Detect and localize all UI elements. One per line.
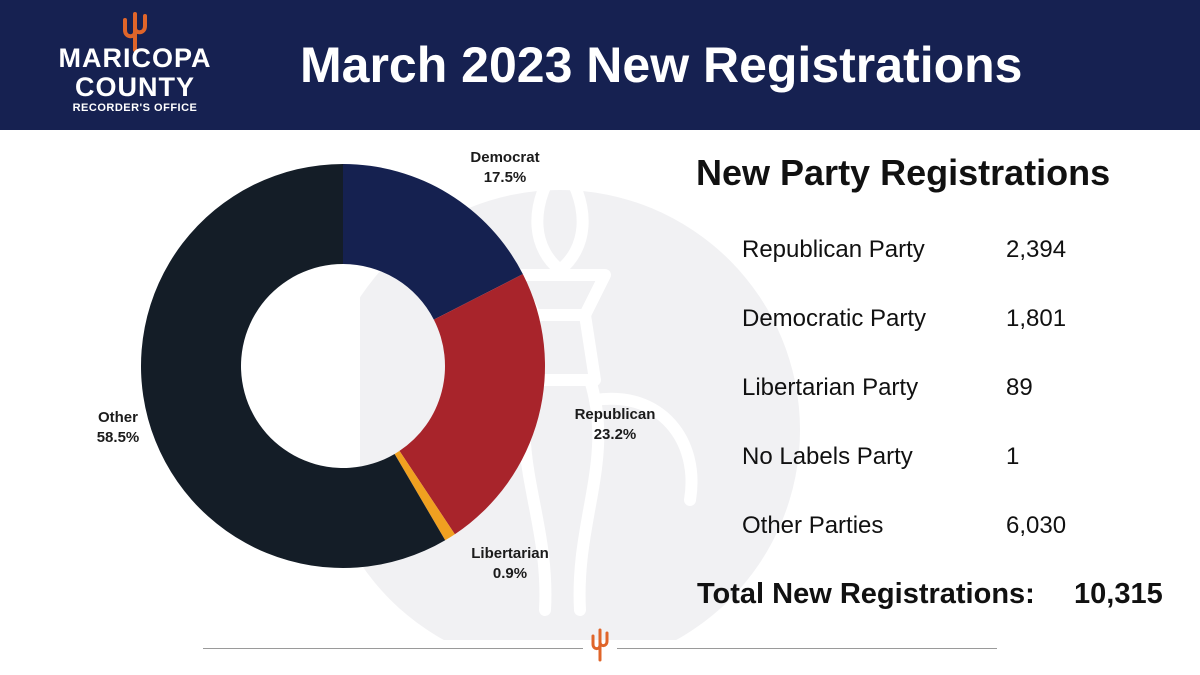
donut-slice-republican <box>399 274 545 535</box>
logo-line-recorders-office: RECORDER'S OFFICE <box>72 102 198 114</box>
county-logo: MARICOPA COUNTY RECORDER'S OFFICE <box>40 10 230 118</box>
slice-label-republican: Republican 23.2% <box>545 405 685 445</box>
party-count: 89 <box>1006 374 1033 401</box>
page-title: March 2023 New Registrations <box>300 37 1023 93</box>
party-count: 1,801 <box>1006 305 1067 332</box>
slice-label-democrat-name: Democrat <box>470 149 540 166</box>
registration-row-no-labels: No Labels Party 1 <box>742 443 1162 477</box>
slice-label-other-name: Other <box>97 409 138 426</box>
donut-slice-libertarian <box>394 450 455 541</box>
slice-label-democrat: Democrat 17.5% <box>435 148 575 188</box>
donut-slice-democrat <box>343 164 523 320</box>
registration-row-other: Other Parties 6,030 <box>742 512 1162 546</box>
party-count: 1 <box>1006 443 1020 470</box>
cactus-icon <box>123 12 147 52</box>
slice-label-libertarian-value: 0.9% <box>492 565 528 582</box>
cactus-icon <box>591 628 609 662</box>
total-value: 10,315 <box>1074 578 1163 610</box>
slice-label-democrat-value: 17.5% <box>483 169 527 186</box>
donut-slice-other <box>140 164 446 568</box>
registration-row-democratic: Democratic Party 1,801 <box>742 305 1162 339</box>
slice-label-other: Other 58.5% <box>48 408 188 448</box>
header-banner: MARICOPA COUNTY RECORDER'S OFFICE March … <box>0 0 1200 130</box>
slice-label-republican-value: 23.2% <box>593 426 637 443</box>
logo-line-maricopa: MARICOPA <box>58 43 212 73</box>
party-count: 2,394 <box>1006 236 1067 263</box>
panel-title: New Party Registrations <box>696 152 1111 193</box>
footer-divider-left <box>203 648 583 649</box>
total-label: Total New Registrations: <box>697 578 1035 610</box>
registration-row-republican: Republican Party 2,394 <box>742 236 1162 270</box>
slice-label-other-value: 58.5% <box>96 429 140 446</box>
party-name: Democratic Party <box>742 305 927 332</box>
registration-row-libertarian: Libertarian Party 89 <box>742 374 1162 408</box>
donut-chart <box>140 164 545 568</box>
party-count: 6,030 <box>1006 512 1067 539</box>
footer-divider-right <box>617 648 997 649</box>
slice-label-libertarian: Libertarian 0.9% <box>440 544 580 584</box>
slice-label-republican-name: Republican <box>574 406 656 423</box>
logo-line-county: COUNTY <box>75 72 195 102</box>
party-name: Libertarian Party <box>742 374 919 401</box>
slice-label-libertarian-name: Libertarian <box>471 545 549 562</box>
party-name: No Labels Party <box>742 443 913 470</box>
party-name: Republican Party <box>742 236 925 263</box>
donut-slices <box>140 164 545 568</box>
party-name: Other Parties <box>742 512 884 539</box>
